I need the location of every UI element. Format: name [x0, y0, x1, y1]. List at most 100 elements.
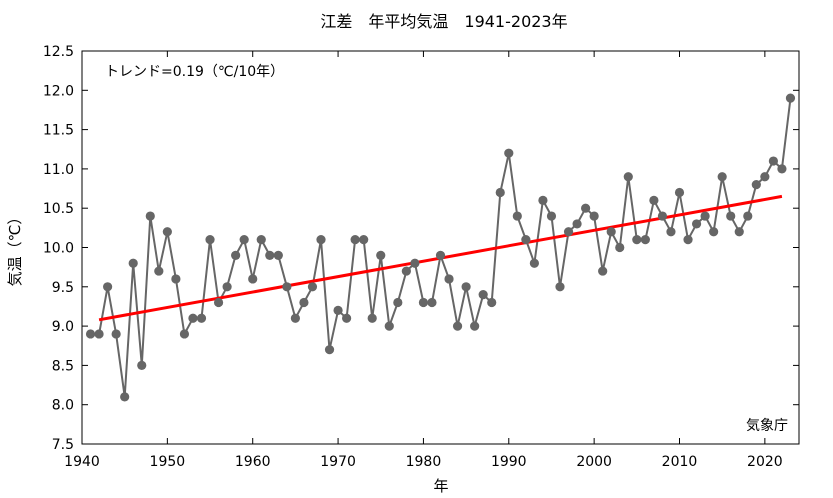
- data-point: [709, 227, 719, 237]
- data-point: [606, 227, 616, 237]
- data-point: [657, 211, 668, 221]
- y-tick-label: 11.5: [43, 123, 74, 139]
- chart-title: 江差 年平均気温 1941-2023年: [320, 12, 567, 31]
- data-point: [435, 250, 446, 260]
- data-point: [700, 211, 710, 221]
- data-point: [137, 360, 147, 370]
- plot-area: 7.5 8.0 8.5 9.0 9.5 10.0 10.5 11.0 11.5 12.0 12.5 1…: [43, 44, 800, 470]
- data-point: [333, 305, 343, 315]
- x-axis-label: 年: [433, 477, 448, 495]
- data-point: [265, 250, 275, 260]
- data-point: [299, 297, 309, 308]
- data-point: [768, 156, 778, 166]
- data-point: [589, 211, 599, 221]
- data-point: [615, 242, 625, 253]
- plot-frame: [81, 50, 800, 445]
- data-point: [273, 250, 283, 260]
- data-point: [581, 203, 591, 213]
- y-tick-label: 8.5: [52, 358, 74, 374]
- data-point: [248, 274, 258, 284]
- y-tick-label: 10.0: [43, 241, 74, 257]
- y-tick-label: 9.5: [52, 280, 74, 296]
- data-point: [649, 195, 659, 205]
- data-point: [555, 282, 565, 292]
- data-point: [145, 211, 155, 221]
- data-point: [94, 329, 104, 339]
- data-point: [478, 290, 488, 300]
- y-tick-label: 8.0: [52, 398, 74, 414]
- data-point: [324, 345, 335, 355]
- data-point: [282, 282, 292, 292]
- y-tick-label: 12.5: [43, 44, 74, 60]
- data-point: [504, 148, 514, 158]
- data-point: [85, 329, 96, 339]
- data-point: [239, 235, 249, 245]
- data-point: [717, 172, 727, 182]
- data-point: [128, 258, 138, 268]
- data-point: [367, 313, 377, 323]
- data-point: [563, 227, 574, 237]
- y-axis-label: 気温（℃）: [6, 210, 24, 287]
- data-point: [342, 313, 352, 323]
- data-point: [666, 227, 676, 237]
- data-point: [393, 297, 403, 308]
- data-point: [623, 172, 633, 182]
- data-point: [640, 235, 650, 245]
- data-point: [726, 211, 736, 221]
- trend-annotation: トレンド=0.19（℃/10年）: [105, 64, 284, 80]
- data-point: [427, 297, 437, 308]
- data-point: [162, 227, 172, 237]
- data-point: [410, 258, 420, 268]
- data-point: [290, 313, 300, 323]
- y-tick-label: 12.0: [43, 83, 74, 99]
- data-point: [683, 235, 693, 245]
- data-point: [538, 195, 548, 205]
- data-point: [418, 297, 429, 308]
- x-tick-label: 2010: [662, 454, 698, 470]
- data-point: [572, 219, 582, 229]
- data-point: [196, 313, 207, 323]
- data-point: [376, 250, 386, 260]
- data-point: [470, 321, 480, 331]
- data-point: [632, 235, 642, 245]
- data-point: [111, 329, 121, 339]
- x-tick-label: 1980: [406, 454, 442, 470]
- data-point: [495, 187, 505, 198]
- y-tick-label: 10.5: [43, 201, 74, 217]
- data-point: [307, 282, 318, 292]
- data-point: [316, 235, 326, 245]
- data-point: [188, 313, 198, 323]
- y-tick-label: 11.0: [43, 162, 74, 178]
- data-point: [154, 266, 164, 276]
- data-point: [103, 282, 113, 292]
- data-point: [384, 321, 394, 331]
- data-point: [598, 266, 608, 276]
- x-tick-label: 2020: [747, 454, 783, 470]
- data-point: [120, 392, 130, 402]
- data-point: [179, 329, 190, 339]
- data-point: [213, 297, 224, 308]
- data-point: [487, 297, 497, 308]
- series-line: [90, 98, 792, 397]
- data-point: [222, 282, 232, 292]
- data-point: [461, 282, 471, 292]
- x-tick-label: 1960: [235, 454, 271, 470]
- data-point: [546, 211, 557, 221]
- data-point: [529, 258, 539, 268]
- data-point: [751, 180, 761, 190]
- x-tick-label: 1970: [320, 454, 356, 470]
- y-tick-label: 9.0: [52, 319, 74, 335]
- x-tick-label: 1950: [150, 454, 186, 470]
- data-point: [785, 93, 796, 103]
- data-point: [691, 219, 702, 229]
- data-point: [521, 235, 531, 245]
- data-point: [350, 235, 360, 245]
- data-point: [444, 274, 454, 284]
- x-tick-label: 1940: [64, 454, 100, 470]
- data-point: [256, 235, 266, 245]
- data-point: [452, 321, 463, 331]
- data-point: [734, 227, 744, 237]
- data-point: [359, 235, 369, 245]
- data-point: [205, 235, 215, 245]
- data-point: [777, 164, 787, 174]
